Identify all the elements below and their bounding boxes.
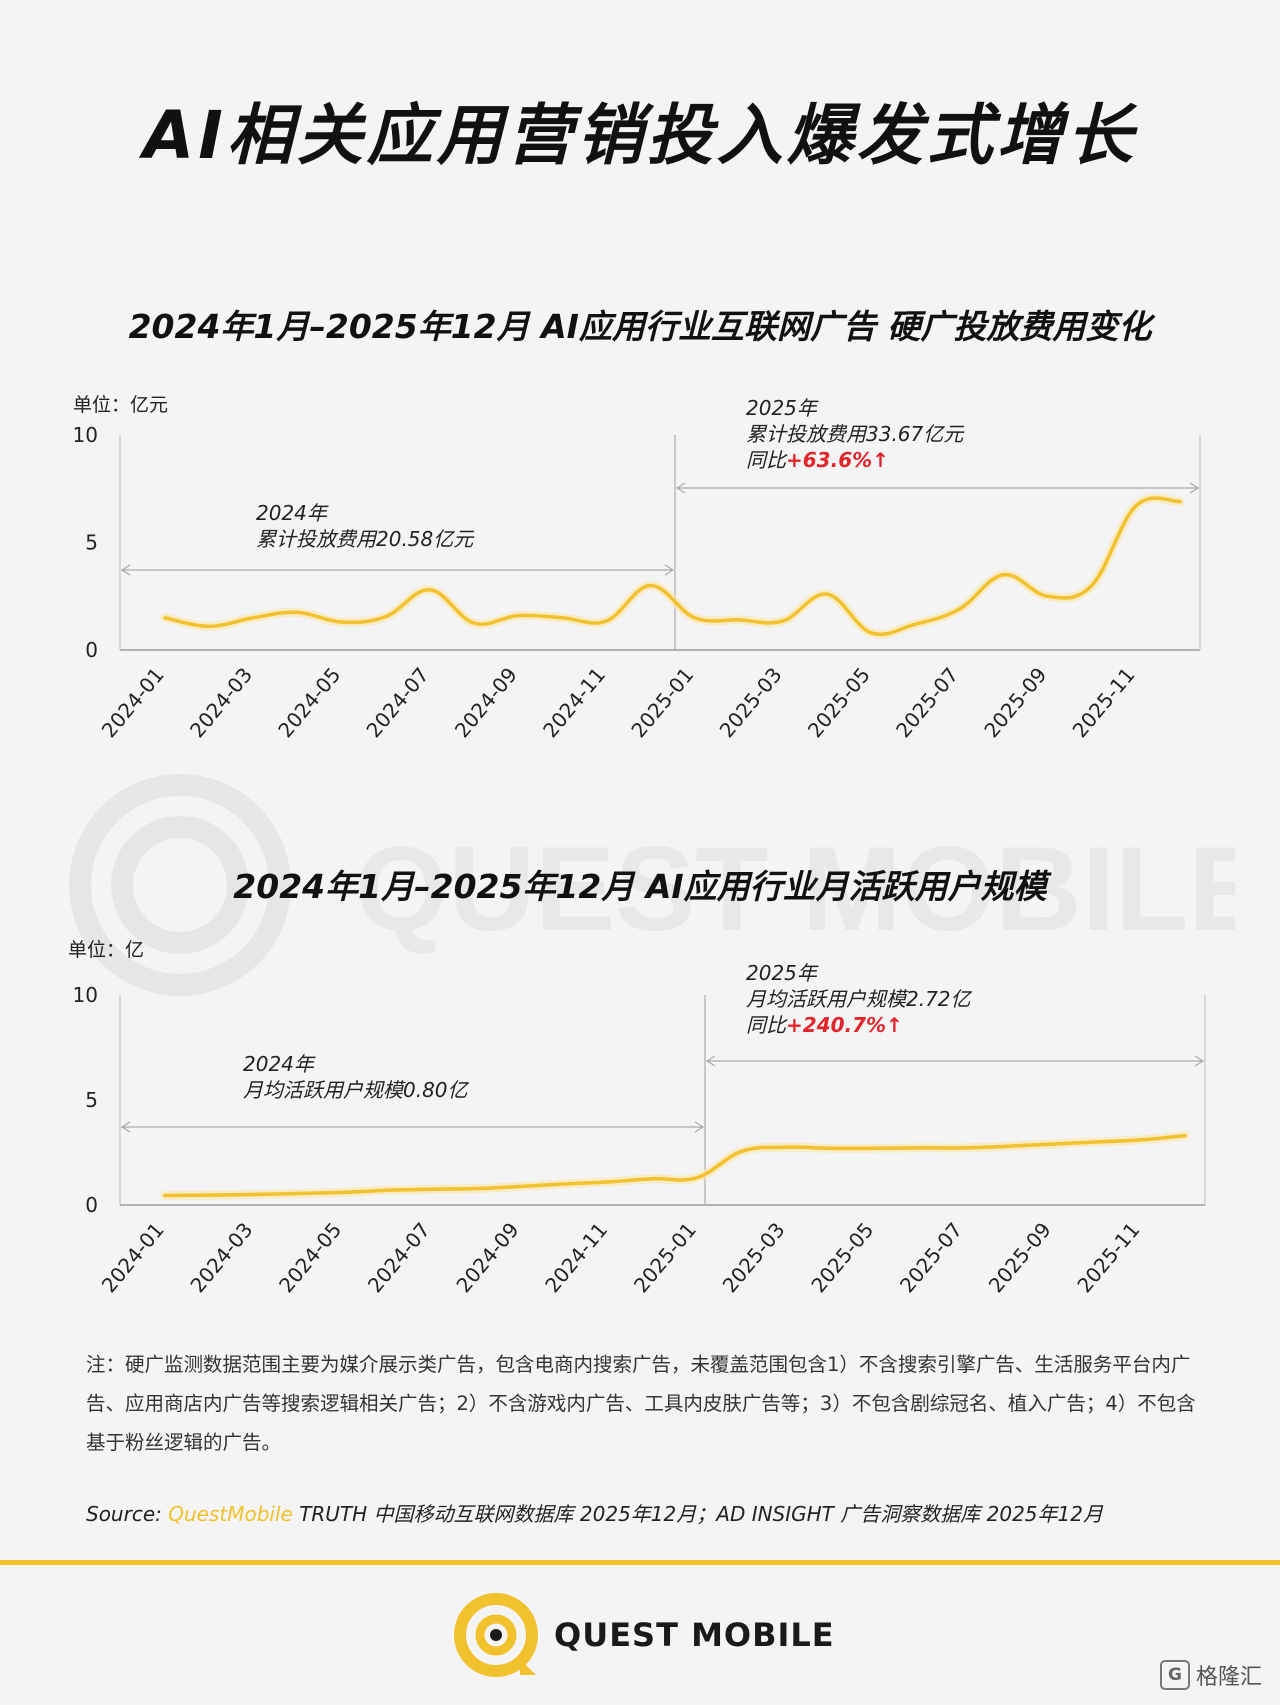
footer-logo-text: QUEST MOBILE: [554, 1616, 835, 1654]
chart2-y-tick-label: 10: [73, 983, 98, 1007]
chart2-x-tick-label: 2025-07: [895, 1218, 967, 1297]
chart2-x-tick-label: 2024-01: [97, 1218, 169, 1297]
source-brand: QuestMobile: [168, 1502, 293, 1526]
source-line: Source: QuestMobile TRUTH 中国移动互联网数据库 202…: [86, 1498, 1103, 1527]
chart1-x-tick-label: 2024-07: [362, 663, 434, 742]
chart2-x-tick-label: 2025-05: [806, 1218, 878, 1297]
chart1-annotation-2025-line: 2025年: [746, 396, 819, 420]
chart2-annotation-2025-yoy-value: +240.7%↑: [786, 1013, 903, 1037]
chart2-series-line: [165, 1136, 1185, 1196]
chart2-x-tick-label: 2024-05: [274, 1218, 346, 1297]
chart1-x-tick-label: 2025-03: [715, 663, 787, 742]
chart1-x-tick-label: 2025-07: [891, 663, 963, 742]
chart2-annotation-2025-line: 2025年: [746, 961, 819, 985]
chart2-x-tick-label: 2024-03: [185, 1218, 257, 1297]
chart1-x-tick-label: 2025-05: [803, 663, 875, 742]
chart1-y-tick-label: 10: [73, 423, 98, 447]
chart2-annotation-2025-yoy: 同比+240.7%↑: [746, 1013, 903, 1037]
chart1-x-tick-label: 2025-11: [1068, 663, 1140, 742]
footer-logo: QUEST MOBILE: [450, 1590, 835, 1680]
chart1-annotation-2025-yoy-prefix: 同比: [746, 448, 788, 472]
chart1-annotation-2024-line: 累计投放费用20.58亿元: [256, 527, 475, 551]
chart2-annotation-2024-line: 2024年: [243, 1052, 316, 1076]
chart1-annotation-2025-yoy: 同比+63.6%↑: [746, 448, 889, 472]
chart2-annotation-2024-line: 月均活跃用户规模0.80亿: [243, 1078, 470, 1102]
chart1-annotation-2024-line: 2024年: [256, 501, 329, 525]
chart2-x-tick-label: 2025-09: [984, 1218, 1056, 1297]
chart2-y-tick-label: 5: [85, 1088, 98, 1112]
footnote: 注：硬广监测数据范围主要为媒介展示类广告，包含电商内搜索广告，未覆盖范围包含1）…: [86, 1345, 1196, 1462]
chart2-x-tick-label: 2025-01: [629, 1218, 701, 1297]
chart1-x-tick-label: 2025-09: [979, 663, 1051, 742]
chart1-title: 2024年1月–2025年12月 AI应用行业互联网广告 硬广投放费用变化: [0, 300, 1280, 348]
chart2-title: 2024年1月–2025年12月 AI应用行业月活跃用户规模: [0, 860, 1280, 908]
chart2-x-tick-label: 2025-11: [1072, 1218, 1144, 1297]
quest-mobile-logo-icon: [450, 1589, 542, 1681]
chart1-x-tick-label: 2024-05: [273, 663, 345, 742]
corner-text: 格隆汇: [1196, 1659, 1262, 1691]
source-label: Source:: [86, 1502, 162, 1526]
chart1-x-tick-label: 2024-09: [450, 663, 522, 742]
chart1-y-tick-label: 0: [85, 638, 98, 662]
chart2-x-tick-label: 2024-11: [540, 1218, 612, 1297]
chart1-x-tick-label: 2024-01: [97, 663, 169, 742]
chart2-x-tick-label: 2025-03: [718, 1218, 790, 1297]
chart1-x-tick-label: 2024-11: [538, 663, 610, 742]
chart2-x-tick-label: 2024-07: [363, 1218, 435, 1297]
chart2-x-tick-label: 2024-09: [452, 1218, 524, 1297]
chart1-y-tick-label: 5: [85, 531, 98, 555]
chart2-annotation-2025-yoy-prefix: 同比: [746, 1013, 788, 1037]
footer-divider: [0, 1560, 1280, 1565]
corner-logo-icon: G: [1160, 1660, 1190, 1690]
chart2-annotation-2025-line: 月均活跃用户规模2.72亿: [746, 987, 973, 1011]
chart1-annotation-2025-yoy-value: +63.6%↑: [786, 448, 889, 472]
chart2-y-tick-label: 0: [85, 1193, 98, 1217]
page-title: AI相关应用营销投入爆发式增长: [0, 82, 1280, 178]
chart1-x-tick-label: 2025-01: [626, 663, 698, 742]
chart1-annotation-2025-line: 累计投放费用33.67亿元: [746, 422, 965, 446]
source-text: TRUTH 中国移动互联网数据库 2025年12月；AD INSIGHT 广告洞…: [299, 1502, 1103, 1526]
chart2-unit-label: 单位：亿: [68, 935, 144, 962]
corner-watermark: G 格隆汇: [1160, 1659, 1262, 1691]
chart1-x-tick-label: 2024-03: [185, 663, 257, 742]
